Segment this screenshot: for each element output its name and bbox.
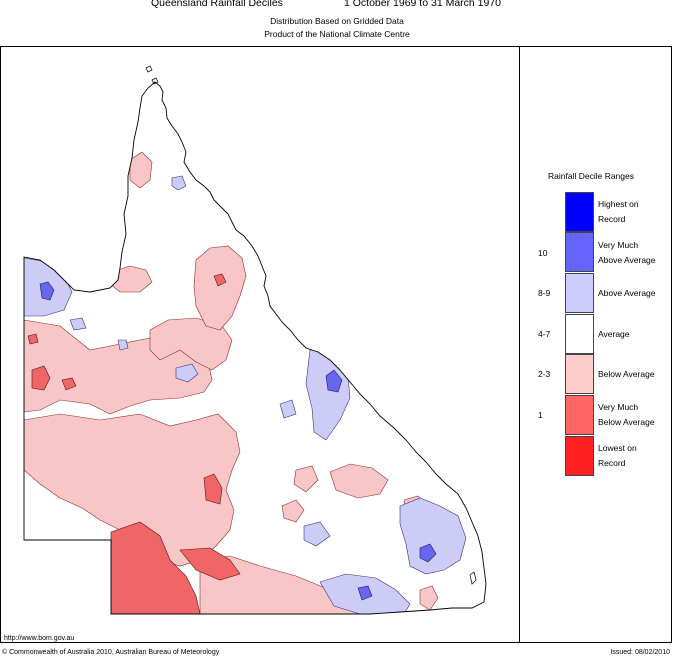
swatch-highest-on-record <box>565 192 594 232</box>
legend-label-line: Below Average <box>598 369 655 379</box>
legend-label-line: Very Much <box>598 402 639 412</box>
range-4-7: 4-7 <box>538 329 551 339</box>
range-8-9: 8-9 <box>538 288 551 298</box>
legend-label-line: Lowest on <box>598 443 637 453</box>
label-lowest-on-record: Lowest on Record <box>598 441 674 471</box>
legend-label-line: Average <box>598 329 630 339</box>
map-frame <box>0 46 672 643</box>
map-period: 1 October 1969 to 31 March 1970 <box>344 0 502 9</box>
copyright-notice: © Commonwealth of Australia 2010, Austra… <box>2 649 220 656</box>
legend-label-line: Above Average <box>598 255 656 265</box>
swatch-average <box>565 314 594 354</box>
label-above-average: Above Average <box>598 286 674 301</box>
label-average: Average <box>598 327 674 342</box>
label-below-average: Below Average <box>598 367 674 382</box>
legend-label-line: Record <box>598 214 626 224</box>
map-subtitle-1: Distribution Based on Gridded Data <box>270 16 404 26</box>
source-url[interactable]: http://www.bom.gov.au <box>4 635 75 642</box>
swatch-very-much-below <box>565 395 594 435</box>
legend-title: Rainfall Decile Ranges <box>548 171 634 181</box>
label-very-much-below: Very Much Below Average <box>598 400 674 430</box>
swatch-below-average <box>565 354 594 394</box>
swatch-very-much-above <box>565 232 594 272</box>
legend-label-line: Above Average <box>598 288 656 298</box>
title-row: Queensland Rainfall Deciles 1 October 19… <box>0 0 674 12</box>
queensland-map <box>23 65 487 615</box>
swatch-lowest-on-record <box>565 436 594 476</box>
legend-label-line: Highest on <box>598 199 639 209</box>
legend-label-line: Record <box>598 458 626 468</box>
legend-label-line: Very Much <box>598 240 639 250</box>
swatch-above-average <box>565 273 594 313</box>
legend-label-line: Below Average <box>598 417 655 427</box>
map-title: Queensland Rainfall Deciles <box>151 0 283 9</box>
label-very-much-above: Very Much Above Average <box>598 238 674 268</box>
range-1: 1 <box>538 410 543 420</box>
range-10: 10 <box>538 248 548 258</box>
issued-date: Issued: 08/02/2010 <box>610 649 670 656</box>
legend-divider <box>519 46 520 643</box>
range-2-3: 2-3 <box>538 369 551 379</box>
map-subtitle-2: Product of the National Climate Centre <box>264 29 410 39</box>
label-highest-on-record: Highest on Record <box>598 197 674 227</box>
